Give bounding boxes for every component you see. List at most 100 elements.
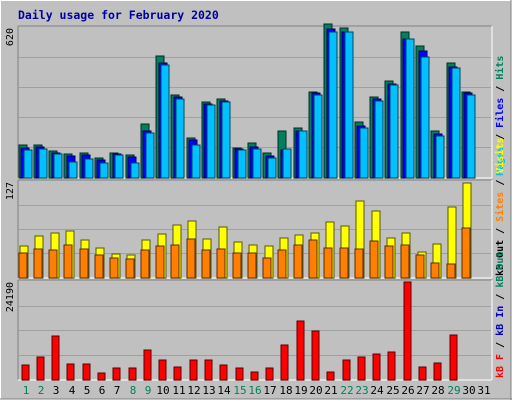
x-tick-label: 15: [233, 384, 246, 397]
bar-pages: [313, 94, 323, 179]
bar-kb-f: [97, 372, 106, 381]
bar-kb-f: [189, 359, 198, 381]
panel-middle: 127 kB Out / Sites / Visits: [5, 138, 506, 279]
bar-kb-f: [357, 356, 366, 381]
x-tick-label: 18: [279, 384, 292, 397]
x-tick-label: 23: [355, 384, 368, 397]
legend-separator: /: [495, 128, 506, 146]
bar-sites: [216, 248, 226, 279]
bar-pages: [191, 144, 201, 179]
bar-sites: [109, 257, 119, 279]
bar-pages: [298, 130, 308, 179]
scale-max-label: 127: [5, 182, 16, 200]
x-tick-label: 3: [53, 384, 60, 397]
bar-sites: [125, 258, 135, 279]
chart-panels: 620 Pages / Files / Hits 127 kB Out / Sites…: [5, 23, 506, 381]
bar-sites: [48, 249, 58, 279]
bar-sites: [155, 245, 165, 279]
bar-kb-f: [326, 371, 335, 381]
bar-kb-f: [112, 367, 121, 381]
bar-kb-f: [280, 344, 289, 381]
bar-kb-f: [66, 363, 75, 381]
bar-kb-f: [143, 349, 152, 381]
bar-pages: [130, 162, 140, 179]
legend-entry: kB F: [495, 354, 506, 378]
legend-separator: /: [495, 222, 506, 240]
x-tick-label: 12: [187, 384, 200, 397]
bar-sites: [339, 247, 349, 279]
bar-sites: [446, 263, 456, 279]
bar-pages: [160, 64, 170, 179]
x-tick-label: 17: [263, 384, 276, 397]
bar-sites: [369, 240, 379, 279]
panel-top: 620 Pages / Files / Hits: [5, 23, 506, 179]
panel-bottom-legend: kB F / kB In / kB Out: [495, 252, 506, 378]
bar-sites: [323, 247, 333, 279]
legend-entry: kB In: [495, 306, 506, 336]
bar-kb-f: [342, 359, 351, 381]
bar-sites: [232, 252, 242, 279]
legend-separator: /: [495, 80, 506, 98]
bar-sites: [277, 249, 287, 279]
x-tick-label: 20: [309, 384, 322, 397]
bar-pages: [252, 148, 262, 179]
bar-pages: [435, 135, 445, 179]
bar-pages: [374, 100, 384, 179]
bar-pages: [451, 67, 461, 179]
bar-pages: [282, 148, 292, 179]
bar-pages: [114, 154, 124, 179]
bar-kb-f: [372, 353, 381, 381]
legend-entry: kB Out: [495, 252, 506, 288]
x-tick-label: 2: [38, 384, 45, 397]
bar-pages: [84, 158, 94, 179]
bar-pages: [328, 31, 338, 179]
bar-kb-f: [250, 371, 259, 381]
bar-sites: [400, 244, 410, 279]
bar-kb-f: [128, 367, 137, 381]
bar-sites: [79, 248, 89, 279]
bar-kb-f: [51, 335, 60, 381]
bar-sites: [262, 257, 272, 279]
x-tick-label: 26: [401, 384, 414, 397]
bar-pages: [237, 149, 247, 179]
scale-max-label: 24190: [5, 282, 16, 312]
x-tick-label: 7: [114, 384, 121, 397]
x-tick-label: 31: [477, 384, 490, 397]
legend-separator: /: [495, 174, 506, 192]
bar-pages: [389, 84, 399, 179]
bar-pages: [175, 98, 185, 179]
bar-kb-f: [403, 281, 412, 381]
x-tick-label: 11: [172, 384, 185, 397]
bar-sites: [430, 262, 440, 279]
panel-middle-legend: kB Out / Sites / Visits: [494, 138, 506, 276]
x-tick-label: 10: [156, 384, 169, 397]
bar-pages: [68, 161, 78, 179]
bar-sites: [308, 239, 318, 279]
bar-sites: [186, 238, 196, 279]
legend-entry: Pages: [495, 146, 506, 176]
x-tick-label: 9: [145, 384, 152, 397]
bar-pages: [405, 38, 415, 179]
bar-pages: [420, 56, 430, 179]
bar-sites: [140, 249, 150, 279]
x-tick-label: 5: [84, 384, 91, 397]
bar-kb-f: [204, 359, 213, 381]
bar-kb-f: [418, 366, 427, 381]
chart-title: Daily usage for February 2020: [18, 8, 219, 22]
x-tick-label: 30: [462, 384, 475, 397]
bar-sites: [33, 248, 43, 279]
x-tick-label: 19: [294, 384, 307, 397]
x-tick-label: 25: [386, 384, 399, 397]
bar-kb-f: [449, 334, 458, 381]
legend-entry: Sites: [494, 192, 506, 222]
bar-kb-f: [433, 362, 442, 381]
bar-sites: [201, 249, 211, 279]
bar-sites: [384, 245, 394, 279]
bar-kb-f: [265, 367, 274, 381]
bar-sites: [170, 244, 180, 279]
x-tick-label: 8: [130, 384, 137, 397]
x-tick-label: 6: [99, 384, 106, 397]
bar-pages: [466, 94, 476, 179]
bar-kb-f: [235, 367, 244, 381]
bar-kb-f: [158, 359, 167, 381]
